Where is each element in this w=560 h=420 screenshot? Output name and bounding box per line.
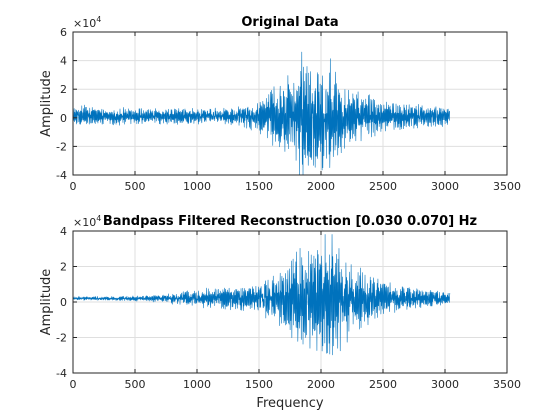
x-tick-label: 500 bbox=[125, 180, 146, 193]
x-tick-label: 2500 bbox=[369, 180, 397, 193]
tick-marks bbox=[72, 31, 508, 176]
y-tick-label: 2 bbox=[60, 83, 67, 96]
y-tick-label: 0 bbox=[60, 296, 67, 309]
x-tick-label: 0 bbox=[70, 180, 77, 193]
y-tick-label: -2 bbox=[56, 332, 67, 345]
x-tick-label: 1000 bbox=[183, 180, 211, 193]
x-tick-label: 2000 bbox=[307, 378, 335, 391]
chart-title: Original Data bbox=[241, 15, 338, 30]
x-tick-label: 1000 bbox=[183, 378, 211, 391]
y-axis-label: Amplitude bbox=[39, 269, 54, 336]
x-tick-label: 2500 bbox=[369, 378, 397, 391]
y-exponent-label: ×104 bbox=[73, 214, 101, 229]
x-tick-label: 2000 bbox=[307, 180, 335, 193]
y-tick-label: 0 bbox=[60, 112, 67, 125]
x-tick-labels: 0 500 1000 1500 2000 2500 3000 3500 bbox=[70, 180, 522, 193]
y-exponent-label: ×104 bbox=[73, 15, 101, 30]
y-tick-label: -4 bbox=[56, 169, 67, 182]
y-tick-label: -2 bbox=[56, 140, 67, 153]
series-line bbox=[72, 234, 451, 356]
x-tick-label: 3500 bbox=[493, 378, 521, 391]
y-exponent-power: 4 bbox=[96, 15, 101, 24]
series-line bbox=[72, 51, 451, 176]
y-tick-label: 4 bbox=[60, 225, 67, 238]
y-tick-labels: -4 -2 0 2 4 6 bbox=[56, 26, 67, 182]
chart-title: Bandpass Filtered Reconstruction [0.030 … bbox=[103, 214, 477, 229]
x-tick-label: 3500 bbox=[493, 180, 521, 193]
y-exponent-base: ×10 bbox=[73, 17, 96, 30]
y-tick-label: 2 bbox=[60, 261, 67, 274]
x-tick-label: 1500 bbox=[245, 180, 273, 193]
y-tick-label: 6 bbox=[60, 26, 67, 39]
y-exponent-power: 4 bbox=[96, 214, 101, 223]
x-axis-label: Frequency bbox=[256, 396, 323, 411]
x-tick-label: 1500 bbox=[245, 378, 273, 391]
x-tick-label: 500 bbox=[125, 378, 146, 391]
y-tick-label: -4 bbox=[56, 367, 67, 380]
tick-marks bbox=[72, 230, 508, 374]
axes-bandpass-filtered: 0 500 1000 1500 2000 2500 3000 3500 -4 -2 0 2 4 ×10… bbox=[39, 214, 521, 411]
y-tick-labels: -4 -2 0 2 4 bbox=[56, 225, 67, 380]
axes-box bbox=[72, 31, 508, 176]
y-exponent-base: ×10 bbox=[73, 216, 96, 229]
x-tick-label: 0 bbox=[70, 378, 77, 391]
x-tick-label: 3000 bbox=[431, 180, 459, 193]
y-axis-label: Amplitude bbox=[39, 70, 54, 137]
x-tick-labels: 0 500 1000 1500 2000 2500 3000 3500 bbox=[70, 378, 522, 391]
axes-original-data: 0 500 1000 1500 2000 2500 3000 3500 -4 -2 0 2 4 6 Or… bbox=[39, 15, 521, 193]
x-tick-label: 3000 bbox=[431, 378, 459, 391]
y-tick-label: 4 bbox=[60, 55, 67, 68]
